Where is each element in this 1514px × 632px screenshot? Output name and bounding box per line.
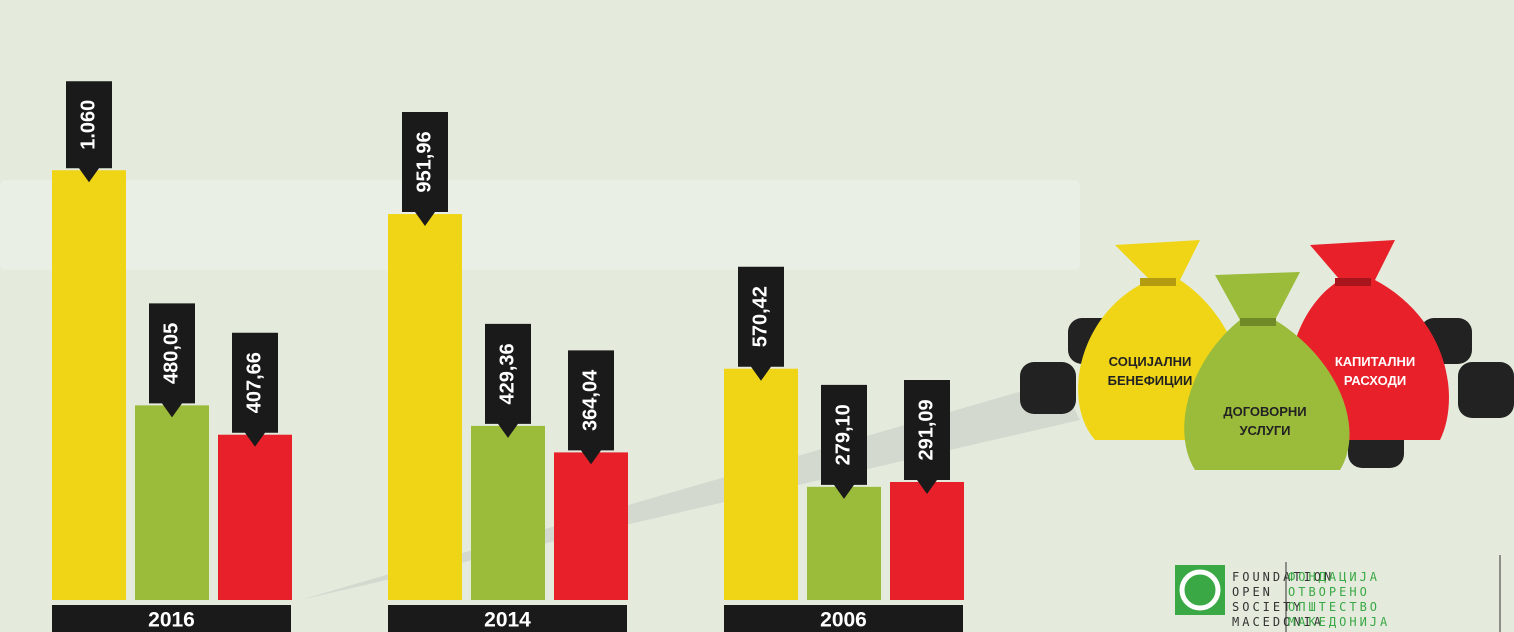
logo-icon bbox=[1179, 569, 1221, 611]
logo-text: МАКЕДОНИЈА bbox=[1288, 615, 1391, 629]
x-tick-label: 2006 bbox=[820, 609, 867, 632]
value-label-box bbox=[738, 266, 784, 381]
bar bbox=[388, 214, 462, 600]
logo-text: FOUNDATION bbox=[1232, 570, 1335, 584]
bar bbox=[554, 452, 628, 600]
logo-text: MACEDONIA bbox=[1232, 615, 1325, 629]
legend-label: СОЦИЈАЛНИ БЕНЕФИЦИИ bbox=[1107, 354, 1193, 388]
logo-text: SOCIETY bbox=[1232, 600, 1304, 614]
bar bbox=[218, 434, 292, 600]
value-label-box bbox=[402, 112, 448, 227]
legend-graphic bbox=[1020, 240, 1514, 470]
value-label: 1.060 bbox=[77, 100, 99, 150]
category-box bbox=[388, 605, 627, 632]
value-label: 364,04 bbox=[579, 369, 601, 431]
bar bbox=[52, 170, 126, 600]
category-box bbox=[724, 605, 963, 632]
value-label-box bbox=[821, 384, 867, 499]
value-label-box bbox=[232, 332, 278, 447]
bar bbox=[807, 486, 881, 600]
bar bbox=[890, 481, 964, 600]
value-label-box bbox=[568, 350, 614, 465]
value-label-box bbox=[149, 303, 195, 418]
logo-text: ФОНДАЦИЈА bbox=[1288, 570, 1381, 584]
logo-text: ОПШТЕСТВО bbox=[1288, 600, 1381, 614]
bar bbox=[135, 405, 209, 600]
value-label: 480,05 bbox=[160, 323, 182, 384]
value-label-box bbox=[66, 81, 112, 183]
x-tick-label: 2016 bbox=[148, 609, 195, 632]
bar bbox=[724, 368, 798, 600]
value-label: 279,10 bbox=[832, 404, 854, 465]
logo-text: OPEN bbox=[1232, 585, 1273, 599]
value-label: 429,36 bbox=[496, 343, 518, 404]
value-label: 951,96 bbox=[413, 131, 435, 192]
value-label: 407,66 bbox=[243, 352, 265, 413]
value-label-box bbox=[485, 323, 531, 438]
value-label: 570,42 bbox=[749, 286, 771, 347]
legend-label: ДОГОВОРНИ УСЛУГИ bbox=[1223, 404, 1307, 438]
category-box bbox=[52, 605, 291, 632]
logo-text: ОТВОРЕНО bbox=[1288, 585, 1370, 599]
value-label: 291,09 bbox=[915, 399, 937, 460]
x-tick-label: 2014 bbox=[484, 609, 531, 632]
background-silhouettes bbox=[0, 180, 1080, 270]
value-label-box bbox=[904, 379, 950, 494]
bar bbox=[471, 425, 545, 600]
legend-label: КАПИТАЛНИ РАСХОДИ bbox=[1334, 354, 1416, 388]
